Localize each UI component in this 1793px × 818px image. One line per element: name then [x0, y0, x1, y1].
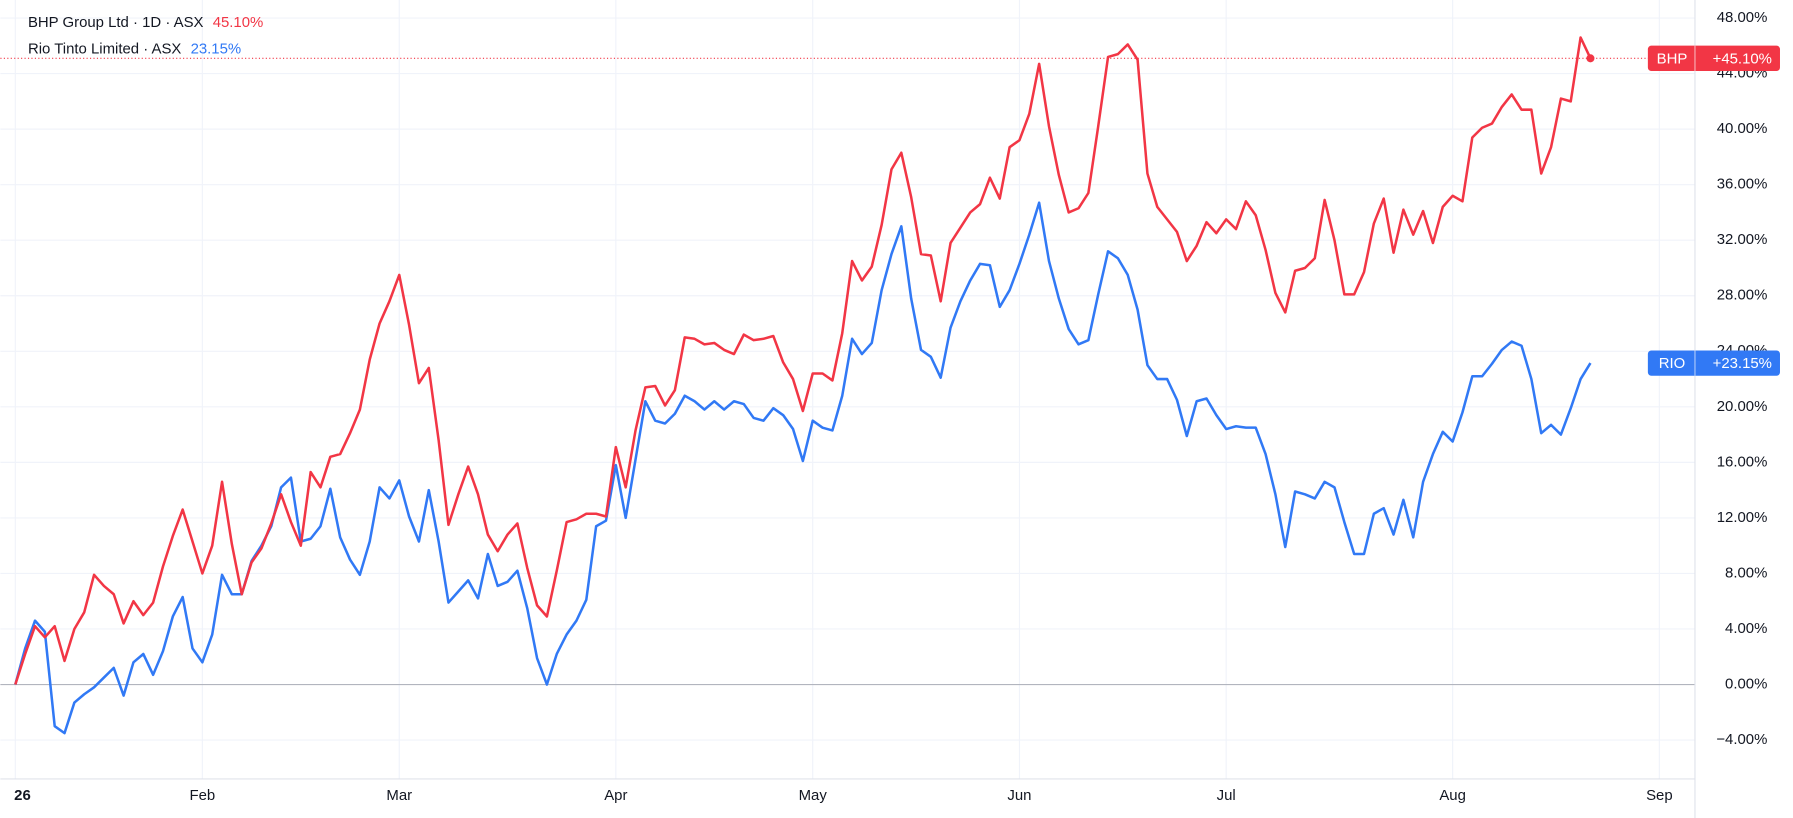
- legend-name: Rio Tinto Limited · ASX: [28, 40, 181, 57]
- y-tick-label: 20.00%: [1717, 398, 1768, 415]
- price-badge: BHP +45.10%: [1647, 45, 1780, 71]
- y-tick-label: 36.00%: [1717, 176, 1768, 193]
- x-tick-label: May: [799, 787, 828, 804]
- y-tick-label: 4.00%: [1725, 620, 1767, 637]
- badge-background: [1647, 350, 1780, 376]
- y-tick-label: 12.00%: [1717, 509, 1768, 526]
- legend-value: 23.15%: [191, 40, 242, 57]
- y-tick-label: 16.00%: [1717, 453, 1768, 470]
- y-tick-label: 8.00%: [1725, 564, 1767, 581]
- x-tick-label: Sep: [1646, 787, 1673, 804]
- badge-symbol: BHP: [1657, 50, 1688, 67]
- badge-symbol: RIO: [1659, 355, 1686, 372]
- badge-value: +23.15%: [1713, 355, 1772, 372]
- y-tick-label: −4.00%: [1716, 731, 1767, 748]
- x-tick-label: Feb: [189, 787, 215, 804]
- y-tick-label: 32.00%: [1717, 231, 1768, 248]
- x-tick-label: Jun: [1007, 787, 1031, 804]
- y-tick-label: 28.00%: [1717, 287, 1768, 304]
- last-value-dot: [1586, 54, 1595, 63]
- x-tick-label: Mar: [386, 787, 412, 804]
- y-tick-label: 40.00%: [1717, 120, 1768, 137]
- x-tick-label: Apr: [604, 787, 627, 804]
- x-tick-label: Jul: [1217, 787, 1236, 804]
- y-tick-label: 48.00%: [1717, 9, 1768, 26]
- x-tick-label: Aug: [1439, 787, 1466, 804]
- badge-value: +45.10%: [1713, 50, 1772, 67]
- legend-name: BHP Group Ltd · 1D · ASX: [28, 14, 204, 31]
- series-line: [14, 36, 1592, 685]
- badge-background: [1647, 45, 1780, 71]
- x-tick-label: 26: [14, 787, 31, 804]
- price-badge: RIO +23.15%: [1647, 350, 1780, 376]
- legend-value: 45.10%: [213, 14, 264, 31]
- y-tick-label: 0.00%: [1725, 675, 1767, 692]
